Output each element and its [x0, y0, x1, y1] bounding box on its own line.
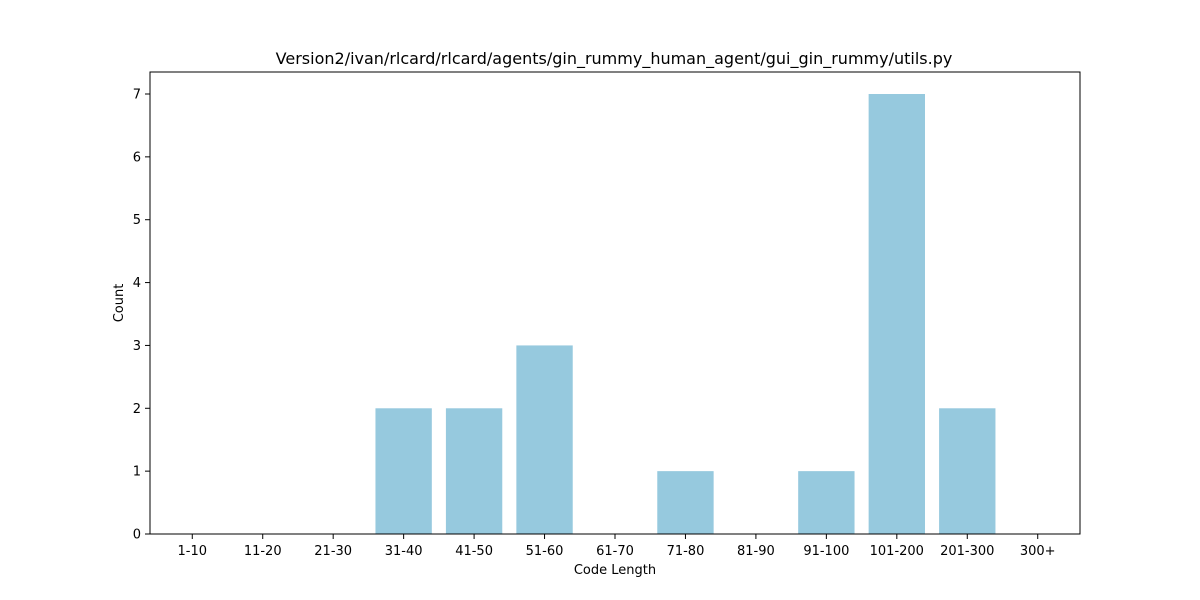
y-axis: 0 1 2 3 4 5 6 7	[133, 88, 150, 543]
x-tick-label: 31-40	[385, 544, 423, 559]
y-tick-label: 4	[133, 276, 141, 291]
x-tick-label: 21-30	[314, 544, 352, 559]
x-tick-label: 300+	[1020, 544, 1056, 559]
x-axis: 1-10 11-20 21-30 31-40 41-50 51-60 61-70 71-80 8…	[178, 534, 1056, 559]
x-tick-label: 11-20	[244, 544, 282, 559]
bar-201-300	[939, 408, 996, 534]
y-tick-label: 3	[133, 339, 141, 354]
y-tick-label: 0	[133, 528, 141, 543]
y-tick-label: 6	[133, 150, 141, 165]
bar-51-60	[516, 345, 573, 534]
x-tick-label: 101-200	[870, 544, 924, 559]
x-axis-label: Code Length	[574, 563, 656, 578]
x-tick-label: 91-100	[803, 544, 849, 559]
chart-title: Version2/ivan/rlcard/rlcard/agents/gin_r…	[276, 49, 953, 69]
y-tick-label: 7	[133, 88, 141, 103]
bar-71-80	[657, 471, 714, 534]
bar-41-50	[445, 408, 503, 534]
x-tick-label: 201-300	[940, 544, 994, 559]
bar-91-100	[798, 471, 855, 534]
x-tick-label: 61-70	[596, 544, 634, 559]
bars	[375, 94, 996, 534]
y-axis-label: Count	[112, 284, 127, 323]
x-tick-label: 1-10	[178, 544, 208, 559]
y-tick-label: 5	[133, 213, 141, 228]
x-tick-label: 81-90	[737, 544, 775, 559]
y-tick-label: 2	[133, 402, 141, 417]
y-tick-label: 1	[133, 465, 141, 480]
x-tick-label: 51-60	[526, 544, 564, 559]
bar-101-200	[868, 94, 925, 534]
x-tick-label: 41-50	[455, 544, 493, 559]
bar-31-40	[375, 408, 432, 534]
x-tick-label: 71-80	[667, 544, 705, 559]
